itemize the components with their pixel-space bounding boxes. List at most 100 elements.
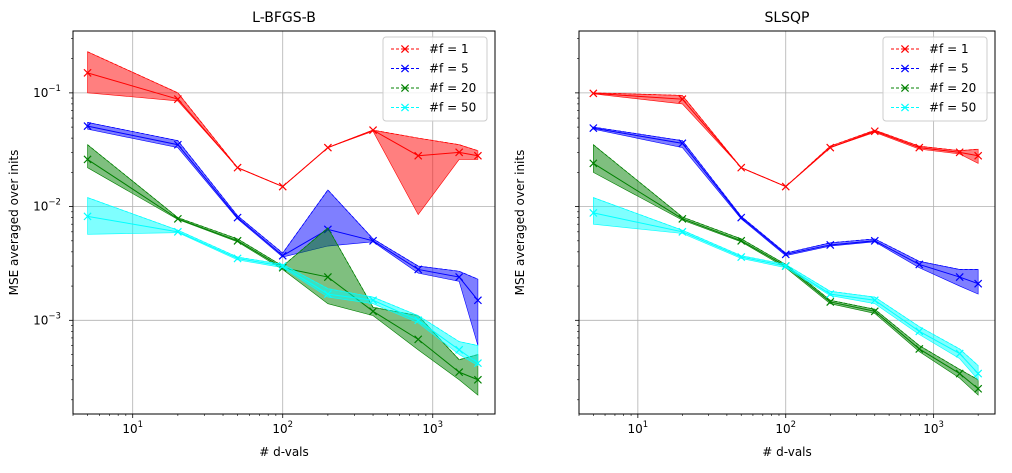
- marker-point: [473, 375, 482, 384]
- marker-point: [589, 208, 598, 217]
- marker-point: [369, 307, 378, 316]
- marker-point: [826, 143, 835, 152]
- legend-box: [882, 36, 988, 122]
- marker-point: [915, 143, 924, 152]
- marker-point: [473, 296, 482, 305]
- marker-point: [414, 265, 423, 274]
- marker-point: [323, 290, 332, 299]
- marker-point: [974, 369, 983, 378]
- legend-label: #f = 20: [929, 81, 976, 95]
- legend-marker: [400, 83, 410, 93]
- band-upper-2: [593, 144, 979, 381]
- band-upper-0: [593, 92, 979, 188]
- marker-point: [955, 273, 964, 282]
- legend-label: #f = 50: [929, 101, 976, 115]
- x-axis-label: # d-vals: [762, 445, 812, 459]
- legend-label: #f = 1: [929, 42, 969, 56]
- marker-point: [278, 251, 287, 260]
- legend-label: #f = 5: [929, 62, 969, 76]
- marker-point: [233, 236, 242, 245]
- marker-point: [589, 124, 598, 133]
- marker-point: [781, 262, 790, 271]
- chart-title: L-BFGS-B: [252, 10, 316, 26]
- marker-point: [915, 327, 924, 336]
- subplot-0: 101 102 103 10−3 10−2 10−1 L-BFGS-B # d-vals MSE…: [7, 10, 496, 459]
- marker-point: [83, 212, 92, 221]
- marker-point: [781, 250, 790, 259]
- legend-box: [382, 36, 488, 122]
- axes-frame: [72, 30, 496, 415]
- marker-point: [870, 296, 879, 305]
- band-series-1: [593, 126, 979, 295]
- marker-point: [369, 126, 378, 135]
- plot-area: [589, 89, 983, 396]
- band-upper-1: [87, 122, 479, 280]
- marker-point: [83, 155, 92, 164]
- y-tick-label: 10−1: [33, 84, 61, 100]
- marker-point: [974, 384, 983, 393]
- marker-point: [826, 290, 835, 299]
- x-tick-label: 101: [122, 420, 143, 436]
- x-tick-label: 102: [775, 420, 796, 436]
- y-tick-label: 10−2: [33, 198, 61, 214]
- marker-point: [870, 236, 879, 245]
- band-upper-3: [593, 197, 979, 366]
- y-axis-label: MSE averaged over inits: [7, 150, 21, 296]
- marker-point: [737, 236, 746, 245]
- x-tick-label: 101: [627, 420, 648, 436]
- marker-point: [678, 139, 687, 148]
- marker-point: [233, 213, 242, 222]
- marker-point: [233, 254, 242, 263]
- legend-label: #f = 1: [429, 42, 469, 56]
- legend-marker: [900, 44, 910, 54]
- marker-point: [870, 307, 879, 316]
- marker-point: [173, 140, 182, 149]
- marker-point: [737, 213, 746, 222]
- band-upper-3: [87, 197, 478, 346]
- marker-point: [473, 151, 482, 160]
- legend-label: #f = 50: [429, 101, 476, 115]
- legend-marker: [900, 83, 910, 93]
- legend-marker: [400, 44, 410, 54]
- marker-point: [278, 182, 287, 191]
- x-tick-label: 102: [272, 420, 293, 436]
- legend-marker: [400, 103, 410, 112]
- marker-point: [589, 89, 598, 98]
- marker-point: [323, 143, 332, 152]
- marker-point: [955, 148, 964, 157]
- legend-label: #f = 20: [429, 81, 476, 95]
- band-upper-0: [87, 51, 479, 188]
- marker-point: [414, 335, 423, 344]
- band-upper-2: [87, 144, 479, 361]
- marker-point: [173, 95, 182, 104]
- legend: #f = 1 #f = 5 #f = 20 #f = 50: [882, 36, 988, 122]
- marker-point: [455, 273, 464, 282]
- marker-point: [678, 214, 687, 223]
- band-series-3: [593, 197, 979, 381]
- marker-point: [737, 163, 746, 172]
- marker-point: [83, 122, 92, 131]
- y-tick-label: 10−3: [33, 311, 61, 327]
- marker-point: [826, 297, 835, 306]
- marker-point: [455, 148, 464, 157]
- marker-point: [233, 163, 242, 172]
- y-axis-label: MSE averaged over inits: [513, 150, 527, 296]
- marker-point: [473, 359, 482, 368]
- marker-point: [414, 316, 423, 325]
- marker-point: [974, 279, 983, 288]
- marker-point: [455, 368, 464, 377]
- marker-point: [678, 227, 687, 236]
- marker-point: [369, 296, 378, 305]
- marker-point: [974, 151, 983, 160]
- marker-point: [173, 214, 182, 223]
- legend-marker: [400, 64, 410, 73]
- marker-point: [323, 273, 332, 282]
- marker-point: [414, 151, 423, 160]
- marker-point: [455, 345, 464, 354]
- legend-marker: [900, 103, 910, 112]
- x-tick-label: 103: [923, 420, 944, 436]
- marker-point: [278, 262, 287, 271]
- marker-point: [870, 127, 879, 136]
- marker-point: [826, 240, 835, 249]
